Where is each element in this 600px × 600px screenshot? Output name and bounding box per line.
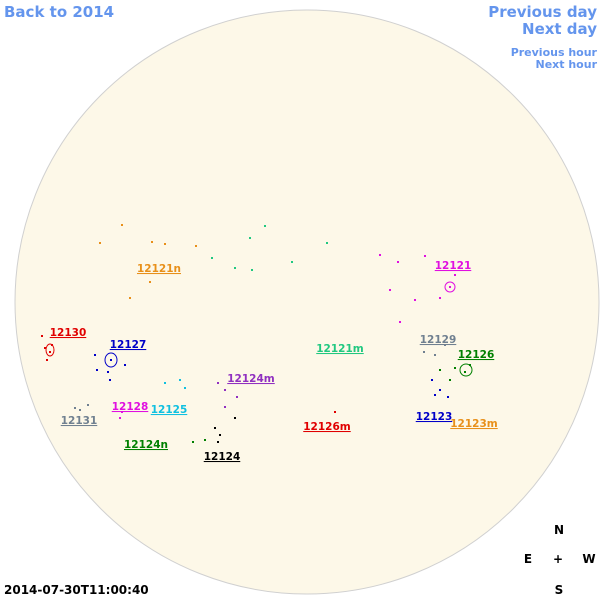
- spot: [184, 387, 186, 389]
- spot: [99, 242, 101, 244]
- spot: [424, 255, 426, 257]
- spot: [179, 379, 181, 381]
- spot: [109, 379, 111, 381]
- spot: [164, 382, 166, 384]
- spot: [251, 269, 253, 271]
- spot: [121, 411, 123, 413]
- spot: [107, 371, 109, 373]
- region-label[interactable]: 12131: [61, 415, 98, 427]
- spot: [439, 369, 441, 371]
- spot: [195, 245, 197, 247]
- back-link[interactable]: Back to 2014: [4, 3, 114, 21]
- next-day-link[interactable]: Next day: [522, 20, 597, 38]
- spot: [454, 367, 456, 369]
- previous-day-link[interactable]: Previous day: [488, 3, 597, 21]
- spot: [326, 242, 328, 244]
- spot: [439, 297, 441, 299]
- region-label[interactable]: 12121m: [316, 343, 364, 355]
- spot: [164, 243, 166, 245]
- spot: [46, 359, 48, 361]
- compass-s: S: [555, 583, 564, 597]
- region-label[interactable]: 12124n: [124, 439, 168, 451]
- spot: [434, 354, 436, 356]
- spot: [291, 261, 293, 263]
- spot: [414, 299, 416, 301]
- spot: [389, 289, 391, 291]
- spot: [94, 354, 96, 356]
- spot: [234, 417, 236, 419]
- spot: [449, 286, 451, 288]
- spot: [124, 364, 126, 366]
- spot: [74, 407, 76, 409]
- spot: [236, 396, 238, 398]
- spot: [44, 347, 46, 349]
- spot: [149, 281, 151, 283]
- spot-outline: [459, 363, 473, 377]
- compass-center: +: [553, 552, 563, 566]
- spot: [119, 417, 121, 419]
- spot: [224, 406, 226, 408]
- spot: [423, 351, 425, 353]
- spot: [399, 321, 401, 323]
- spot: [110, 359, 112, 361]
- spot: [264, 225, 266, 227]
- compass-n: N: [554, 523, 564, 537]
- region-label[interactable]: 12126: [458, 349, 495, 361]
- compass-e: E: [524, 552, 532, 566]
- spot-outline: [444, 281, 456, 293]
- spot: [214, 427, 216, 429]
- spot: [151, 241, 153, 243]
- sunspots: [41, 224, 473, 443]
- region-label[interactable]: 12128: [112, 401, 149, 413]
- region-label[interactable]: 12127: [110, 339, 147, 351]
- spot: [449, 379, 451, 381]
- spot: [121, 224, 123, 226]
- spot-outline: [104, 352, 118, 368]
- spot: [439, 389, 441, 391]
- region-label[interactable]: 12123: [416, 411, 453, 423]
- spot: [211, 257, 213, 259]
- region-label[interactable]: 12121n: [137, 263, 181, 275]
- spot: [334, 411, 336, 413]
- spot: [234, 267, 236, 269]
- timestamp: 2014-07-30T11:00:40: [4, 583, 149, 597]
- spot: [379, 254, 381, 256]
- spot: [217, 382, 219, 384]
- spot: [129, 297, 131, 299]
- spot-outline: [45, 343, 55, 357]
- region-label[interactable]: 12126m: [303, 421, 351, 433]
- spot: [41, 335, 43, 337]
- spot: [79, 409, 81, 411]
- spot: [87, 404, 89, 406]
- previous-hour-link[interactable]: Previous hour: [511, 46, 598, 59]
- spot: [96, 369, 98, 371]
- spot: [204, 439, 206, 441]
- spot: [249, 237, 251, 239]
- compass: N E + W S: [524, 523, 596, 597]
- sun-disk: [14, 9, 600, 595]
- spot: [454, 274, 456, 276]
- spot: [217, 441, 219, 443]
- region-label[interactable]: 12124: [204, 451, 241, 463]
- spot: [192, 441, 194, 443]
- spot: [397, 261, 399, 263]
- region-label[interactable]: 12124m: [227, 373, 275, 385]
- region-label[interactable]: 12125: [151, 404, 188, 416]
- spot: [434, 394, 436, 396]
- spot: [49, 351, 51, 353]
- region-label[interactable]: 12121: [435, 260, 472, 272]
- spot: [219, 434, 221, 436]
- region-label[interactable]: 12130: [50, 327, 87, 339]
- next-hour-link[interactable]: Next hour: [536, 58, 598, 71]
- spot: [464, 371, 466, 373]
- compass-w: W: [582, 552, 595, 566]
- spot: [447, 396, 449, 398]
- spot: [431, 379, 433, 381]
- region-label[interactable]: 12123m: [450, 418, 498, 430]
- spot: [224, 389, 226, 391]
- spot: [444, 344, 446, 346]
- region-label[interactable]: 12129: [420, 334, 457, 346]
